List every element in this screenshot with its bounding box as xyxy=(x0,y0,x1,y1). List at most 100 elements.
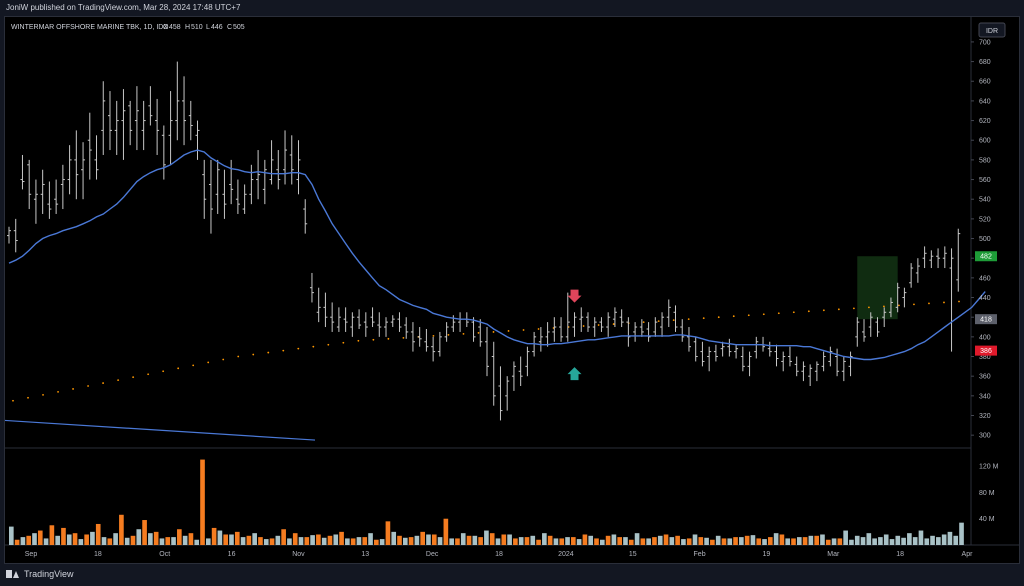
ohlc-bar xyxy=(141,100,146,151)
volume-bar xyxy=(692,534,698,545)
volume-bar xyxy=(240,537,246,545)
dotted-ma-point xyxy=(837,308,840,311)
volume-bar xyxy=(385,521,391,545)
ohlc-bar xyxy=(491,341,496,406)
ohlc-bar xyxy=(161,125,166,180)
price-tick-label: 460 xyxy=(979,275,991,282)
dotted-ma-point xyxy=(702,317,705,320)
volume-tick-label: 80 M xyxy=(979,490,995,497)
ohlc-bar xyxy=(20,154,25,190)
volume-bar xyxy=(124,537,130,545)
volume-bars xyxy=(9,459,964,545)
ohlc-bar xyxy=(417,327,422,347)
volume-bar xyxy=(513,538,518,545)
dotted-ma-point xyxy=(237,355,240,358)
volume-bar xyxy=(9,526,14,545)
price-tick-label: 400 xyxy=(979,334,991,341)
volume-bar xyxy=(339,531,344,545)
dotted-ma-point xyxy=(147,373,150,376)
chart-frame[interactable]: 7006806606406206005805605405205004804604… xyxy=(4,16,1020,564)
ohlc-bar xyxy=(128,100,133,146)
ohlc-bar xyxy=(895,282,900,313)
volume-bar xyxy=(246,535,252,545)
ohlc-bar xyxy=(673,305,678,332)
volume-bar xyxy=(837,538,843,545)
ohlc-bar xyxy=(155,98,160,155)
dotted-ma-point xyxy=(492,331,495,333)
dotted-ma-point xyxy=(342,341,345,344)
ohlc-bar xyxy=(552,317,557,342)
ohlc-bar xyxy=(101,81,106,155)
ohlc-bar xyxy=(700,341,705,367)
volume-bar xyxy=(698,537,704,545)
dotted-ma-point xyxy=(102,382,104,384)
ohlc-bar xyxy=(929,250,934,269)
volume-bar xyxy=(652,537,657,545)
volume-bar xyxy=(368,533,373,545)
close-label: C xyxy=(227,24,232,31)
ohlc-bar xyxy=(787,346,792,367)
volume-bar xyxy=(113,533,118,545)
ohlc-bar xyxy=(67,145,72,195)
ohlc-bar xyxy=(87,112,92,180)
dotted-ma-point xyxy=(807,310,810,313)
ohlc-bar xyxy=(188,100,193,141)
volume-bar xyxy=(142,520,147,545)
ohlc-bars xyxy=(7,61,961,421)
time-axis: Sep 18 Oct 16 Nov 13 Dec 18 2024 15 Feb 19 Mar 18 Apr xyxy=(25,551,973,558)
dotted-ma-point xyxy=(943,301,945,304)
volume-bar xyxy=(941,534,947,545)
ohlc-bar xyxy=(835,348,840,377)
volume-bar xyxy=(61,527,66,545)
volume-bar xyxy=(883,534,889,545)
dotted-ma-point xyxy=(312,345,315,348)
tradingview-brand[interactable]: TradingView xyxy=(6,569,74,579)
dotted-ma-point xyxy=(12,399,14,402)
ohlc-bar xyxy=(410,322,415,352)
ohlc-bar xyxy=(471,317,476,342)
volume-bar xyxy=(895,535,901,545)
ohlc-bar xyxy=(680,319,685,342)
volume-bar xyxy=(663,534,669,545)
volume-bar xyxy=(350,538,356,545)
volume-bar xyxy=(234,531,240,545)
volume-bar xyxy=(536,539,541,545)
ohlc-bar xyxy=(727,338,732,357)
price-chart[interactable]: 7006806606406206005805605405205004804604… xyxy=(4,17,1019,563)
price-tick-label: 500 xyxy=(979,236,991,243)
dotted-ma-point xyxy=(672,319,675,322)
volume-bar xyxy=(611,534,617,545)
ohlc-bar xyxy=(518,356,523,387)
ohlc-bar xyxy=(767,341,772,357)
dotted-ma-point xyxy=(267,351,270,354)
ohlc-bar xyxy=(296,140,301,195)
ohlc-bar xyxy=(888,297,893,318)
volume-bar xyxy=(205,538,211,545)
ohlc-bar xyxy=(922,246,927,269)
ohlc-bar xyxy=(808,364,813,387)
dotted-ma-point xyxy=(177,367,180,370)
volume-bar xyxy=(443,518,449,545)
dotted-ma-point xyxy=(117,379,120,382)
volume-bar xyxy=(756,538,762,545)
volume-bar xyxy=(72,533,78,545)
symbol-title: WINTERMAR OFFSHORE MARINE TBK, 1D, IDX xyxy=(11,24,168,31)
ohlc-bar xyxy=(740,346,745,372)
dotted-ma-point xyxy=(252,353,255,356)
volume-bar xyxy=(825,539,831,545)
volume-bar xyxy=(796,537,802,545)
currency-button[interactable] xyxy=(978,22,1006,38)
ohlc-bar xyxy=(585,312,590,332)
dotted-ma-point xyxy=(447,333,450,336)
ohlc-bar xyxy=(794,356,799,377)
dotted-ma-point xyxy=(222,358,225,361)
dotted-ma-point xyxy=(27,396,29,399)
dotted-ma-point xyxy=(507,330,510,332)
price-tick-label: 300 xyxy=(979,433,991,440)
ohlc-bar xyxy=(612,307,617,328)
currency-label[interactable]: IDR xyxy=(986,28,998,35)
volume-bar xyxy=(402,537,408,545)
ohlc-bar xyxy=(74,130,79,200)
dotted-ma-point xyxy=(732,315,735,318)
price-tick-label: 360 xyxy=(979,374,991,381)
